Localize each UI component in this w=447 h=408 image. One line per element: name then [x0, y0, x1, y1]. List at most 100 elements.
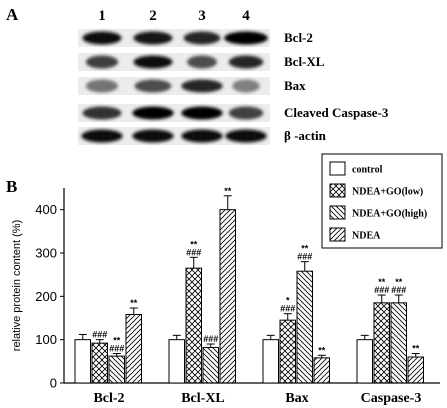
- y-tick-label: 0: [50, 376, 57, 391]
- bar: [168, 339, 185, 384]
- y-axis-label: relative protein content (%): [11, 220, 23, 351]
- category-label: Bcl-2: [93, 391, 124, 406]
- legend: control NDEA+GO(low) NDEA+GO(high) NDEA: [321, 153, 443, 249]
- significance-label: ###: [186, 247, 201, 257]
- bar: [279, 319, 296, 384]
- significance-label: ###: [92, 330, 107, 340]
- bar: [313, 357, 330, 384]
- blot-band: [224, 31, 268, 45]
- legend-item: NDEA: [329, 227, 381, 242]
- blot-band: [228, 106, 264, 120]
- blot-background: [78, 77, 270, 95]
- legend-label: NDEA+GO(high): [352, 209, 427, 220]
- bar: [202, 346, 219, 384]
- blot-label: β -actin: [284, 128, 327, 143]
- lane-labels: 1 2 3 4: [98, 8, 250, 24]
- significance-label: ###: [109, 344, 124, 354]
- bar: [296, 270, 313, 384]
- blot-label: Bcl-2: [284, 30, 313, 45]
- lane-label: 3: [198, 8, 206, 24]
- blot-label: Bcl-XL: [284, 54, 325, 69]
- blot-band: [82, 106, 122, 120]
- legend-item: NDEA+GO(high): [329, 205, 427, 220]
- blot-label: Cleaved Caspase-3: [284, 105, 389, 120]
- blot-label: Bax: [284, 78, 306, 93]
- bar: [390, 302, 407, 384]
- significance-label: **: [412, 344, 420, 354]
- blot-band: [132, 106, 174, 120]
- y-tick-label: 100: [35, 332, 57, 347]
- panel-b-label: B: [6, 177, 17, 196]
- significance-label: **: [301, 244, 309, 254]
- blot-background: [78, 53, 270, 71]
- bar: [185, 267, 202, 384]
- legend-label: NDEA+GO(low): [352, 187, 423, 198]
- blot-row: Bax: [78, 77, 306, 95]
- lane-label: 4: [242, 8, 250, 24]
- bar: [108, 355, 125, 384]
- blot-band: [85, 79, 119, 93]
- significance-label: ###: [203, 334, 218, 344]
- blot-band: [183, 31, 221, 45]
- significance-label: **: [190, 239, 198, 249]
- legend-label: control: [352, 165, 383, 176]
- lane-label: 2: [149, 8, 157, 24]
- blot-row: Cleaved Caspase-3: [78, 104, 389, 122]
- blot-background: [78, 127, 270, 145]
- lane-label: 1: [98, 8, 106, 24]
- bar: [373, 302, 390, 384]
- blot-band: [134, 79, 172, 93]
- blot-band: [82, 31, 122, 45]
- category-label: Bax: [285, 391, 308, 406]
- blot-band: [181, 129, 223, 143]
- western-blots: Bcl-2 Bcl-XL Bax Cleaved Caspase-3 β -actin: [78, 29, 389, 145]
- blot-background: [78, 29, 270, 47]
- blot-band: [133, 55, 173, 69]
- significance-label: ###: [391, 285, 406, 295]
- blot-band: [132, 129, 174, 143]
- blot-band: [181, 106, 223, 120]
- blot-band: [228, 55, 264, 69]
- significance-label: **: [378, 277, 386, 287]
- significance-label: **: [318, 345, 326, 355]
- bar-group: **######**: [168, 186, 236, 384]
- y-tick-label: 300: [35, 246, 57, 261]
- significance-label: **: [113, 336, 121, 346]
- legend-item: NDEA+GO(low): [329, 183, 423, 198]
- bar-group: *###**###**: [262, 244, 330, 384]
- y-tick-label: 400: [35, 202, 57, 217]
- bar: [74, 339, 91, 384]
- bar: [407, 356, 424, 384]
- significance-label: ###: [297, 252, 312, 262]
- legend-swatch: [329, 205, 346, 220]
- blot-band: [81, 129, 123, 143]
- blot-band: [181, 79, 223, 93]
- significance-label: **: [130, 298, 138, 308]
- legend-swatch: [329, 227, 346, 242]
- blot-band: [85, 55, 119, 69]
- blot-row: β -actin: [78, 127, 327, 145]
- blot-background: [78, 104, 270, 122]
- blot-band: [133, 31, 173, 45]
- legend-swatch: [329, 161, 346, 176]
- legend-label: NDEA: [352, 231, 381, 242]
- significance-label: ###: [374, 285, 389, 295]
- significance-label: **: [224, 186, 232, 196]
- significance-label: *: [286, 296, 290, 306]
- bar-group: **###**###**: [356, 277, 424, 384]
- legend-swatch: [329, 183, 346, 198]
- blot-band: [187, 55, 217, 69]
- blot-band: [232, 79, 260, 93]
- significance-label: **: [395, 277, 403, 287]
- bar: [125, 314, 142, 384]
- y-tick-label: 200: [35, 289, 57, 304]
- significance-label: ###: [280, 304, 295, 314]
- category-label: Caspase-3: [361, 391, 422, 406]
- legend-item: control: [329, 161, 383, 176]
- bar: [262, 339, 279, 384]
- bar-group: ###**###**: [74, 298, 142, 384]
- bar: [356, 339, 373, 384]
- bar-chart: 0 100 200 300 400 relative protein content (%…: [11, 186, 440, 406]
- blot-row: Bcl-XL: [78, 53, 325, 71]
